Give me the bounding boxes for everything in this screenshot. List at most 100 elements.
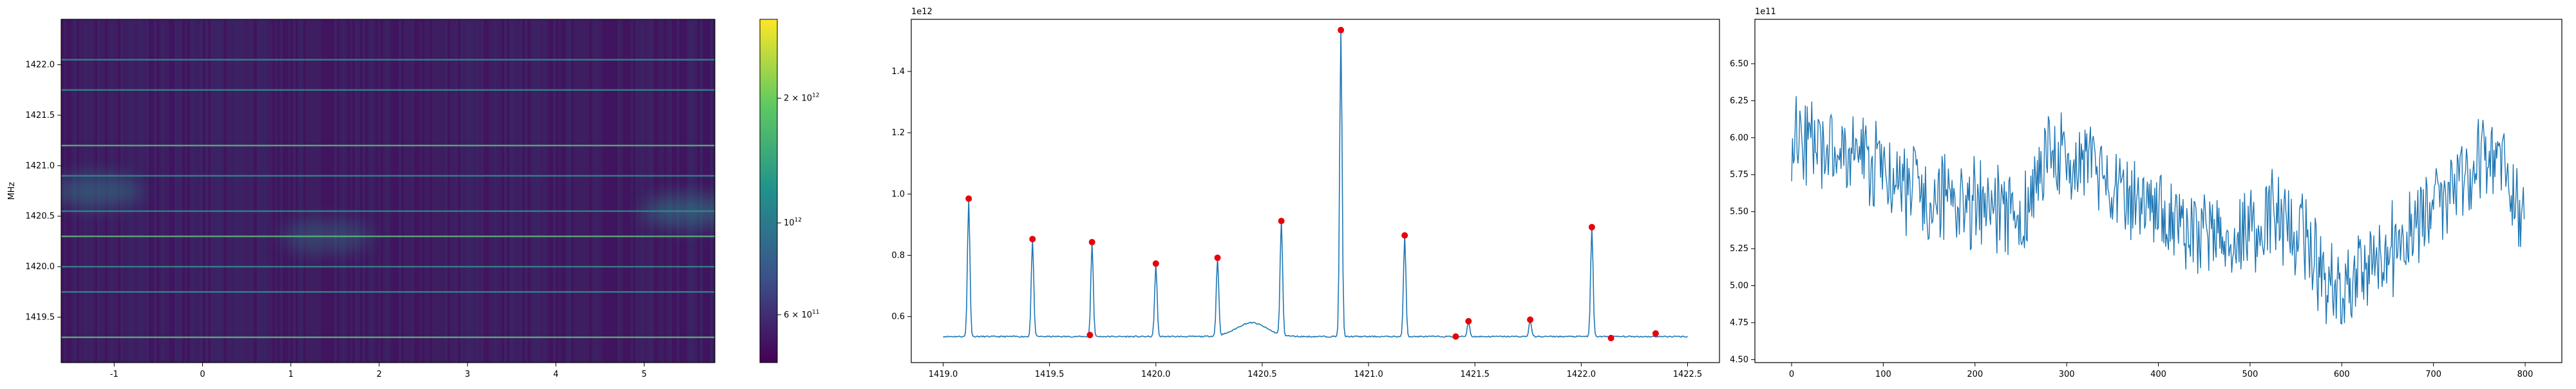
heatmap-column bbox=[355, 19, 357, 363]
spectrum-ytick-label: 1.0 bbox=[891, 189, 905, 199]
heatmap-ytick-label: 1422.0 bbox=[26, 61, 55, 70]
peak-marker-1 bbox=[1029, 236, 1036, 243]
heatmap-xtick-label: 5 bbox=[641, 370, 647, 379]
heatmap-column bbox=[571, 19, 574, 363]
heatmap-column bbox=[623, 19, 625, 363]
heatmap-column bbox=[628, 19, 630, 363]
heatmap-column bbox=[386, 19, 388, 363]
heatmap-column bbox=[491, 19, 494, 363]
spectrum-panel: 1419.0 1419.5 1420.0 1420.5 1421.0 1421.5 1422… bbox=[891, 7, 1720, 379]
heatmap-column bbox=[566, 19, 569, 363]
spectrum-xtick-label: 1420.0 bbox=[1141, 370, 1171, 379]
heatmap-column bbox=[177, 19, 180, 363]
heatmap-column bbox=[597, 19, 600, 363]
heatmap-column bbox=[515, 19, 517, 363]
heatmap-column bbox=[527, 19, 530, 363]
heatmap-column bbox=[649, 19, 651, 363]
peak-marker-6 bbox=[1278, 218, 1285, 225]
heatmap-column bbox=[520, 19, 522, 363]
heatmap-column bbox=[435, 19, 437, 363]
spectrum-line bbox=[943, 30, 1688, 338]
heatmap-column bbox=[270, 19, 272, 363]
heatmap-column bbox=[685, 19, 687, 363]
heatmap-column bbox=[530, 19, 533, 363]
heatmap-column bbox=[293, 19, 296, 363]
heatmap-column bbox=[478, 19, 481, 363]
heatmap-column bbox=[216, 19, 218, 363]
timeseries-xtick-label: 300 bbox=[2059, 370, 2075, 379]
peak-marker-4 bbox=[1152, 260, 1159, 267]
heatmap-column bbox=[339, 19, 342, 363]
spectrum-xtick-label: 1422.5 bbox=[1673, 370, 1703, 379]
heatmap-column bbox=[146, 19, 149, 363]
heatmap-column bbox=[334, 19, 337, 363]
peak-marker-10 bbox=[1465, 318, 1472, 325]
heatmap-xtick-label: 0 bbox=[200, 370, 205, 379]
heatmap-column bbox=[332, 19, 334, 363]
peak-marker-8 bbox=[1401, 232, 1408, 239]
heatmap-column bbox=[208, 19, 211, 363]
heatmap-column bbox=[162, 19, 164, 363]
spectrum-xtick-label: 1420.5 bbox=[1247, 370, 1277, 379]
heatmap-column bbox=[391, 19, 393, 363]
heatmap-column bbox=[211, 19, 213, 363]
colorbar-gradient bbox=[759, 19, 778, 363]
heatmap-column bbox=[159, 19, 162, 363]
heatmap-column bbox=[659, 19, 661, 363]
heatmap-column bbox=[618, 19, 620, 363]
colorbar-tick-mantissa: 10 bbox=[784, 218, 795, 228]
heatmap-xtick-label: 1 bbox=[288, 370, 293, 379]
heatmap-column bbox=[154, 19, 156, 363]
timeseries-ytick-label: 5.50 bbox=[1730, 207, 1748, 217]
heatmap-column bbox=[579, 19, 582, 363]
heatmap-column bbox=[710, 19, 713, 363]
heatmap-column bbox=[473, 19, 476, 363]
heatmap-column bbox=[504, 19, 507, 363]
heatmap-column bbox=[656, 19, 659, 363]
heatmap-column bbox=[713, 19, 715, 363]
heatmap-column bbox=[561, 19, 564, 363]
heatmap-column bbox=[460, 19, 463, 363]
heatmap-column bbox=[311, 19, 314, 363]
heatmap-column bbox=[308, 19, 311, 363]
heatmap-ytick-label: 1420.5 bbox=[26, 212, 55, 222]
timeseries-ytick-label: 6.50 bbox=[1730, 59, 1748, 69]
heatmap-column bbox=[708, 19, 710, 363]
heatmap-column bbox=[375, 19, 378, 363]
spectrum-xtick-label: 1421.5 bbox=[1460, 370, 1490, 379]
peak-marker-7 bbox=[1338, 26, 1345, 33]
heatmap-column bbox=[288, 19, 290, 363]
heatmap-column bbox=[234, 19, 236, 363]
timeseries-xtick-label: 800 bbox=[2517, 370, 2533, 379]
heatmap-column bbox=[587, 19, 589, 363]
heatmap-column bbox=[231, 19, 234, 363]
heatmap-column bbox=[692, 19, 695, 363]
heatmap-column bbox=[612, 19, 615, 363]
heatmap-column bbox=[497, 19, 499, 363]
heatmap-column bbox=[610, 19, 612, 363]
heatmap-column bbox=[229, 19, 231, 363]
colorbar-tick-exponent: 12 bbox=[812, 92, 819, 99]
heatmap-ytick-label: 1420.0 bbox=[26, 262, 55, 272]
heatmap-column bbox=[363, 19, 365, 363]
timeseries-ytick-label: 6.25 bbox=[1730, 96, 1748, 106]
heatmap-column bbox=[489, 19, 491, 363]
heatmap-column bbox=[620, 19, 623, 363]
heatmap-column bbox=[244, 19, 247, 363]
heatmap-column bbox=[409, 19, 412, 363]
heatmap-column bbox=[303, 19, 306, 363]
heatmap-column bbox=[466, 19, 468, 363]
heatmap-column bbox=[442, 19, 445, 363]
heatmap-column bbox=[198, 19, 200, 363]
heatmap-ytick-label: 1421.0 bbox=[26, 161, 55, 171]
heatmap-column bbox=[285, 19, 288, 363]
peak-marker-3 bbox=[1086, 332, 1094, 339]
heatmap-column bbox=[175, 19, 177, 363]
timeseries-offset-label: 1e11 bbox=[1755, 7, 1776, 17]
heatmap-column bbox=[600, 19, 602, 363]
heatmap-column bbox=[200, 19, 203, 363]
heatmap-column bbox=[151, 19, 154, 363]
colorbar-tick-label: 2 × 1012 bbox=[784, 92, 819, 103]
heatmap-column bbox=[347, 19, 350, 363]
heatmap-column bbox=[290, 19, 293, 363]
